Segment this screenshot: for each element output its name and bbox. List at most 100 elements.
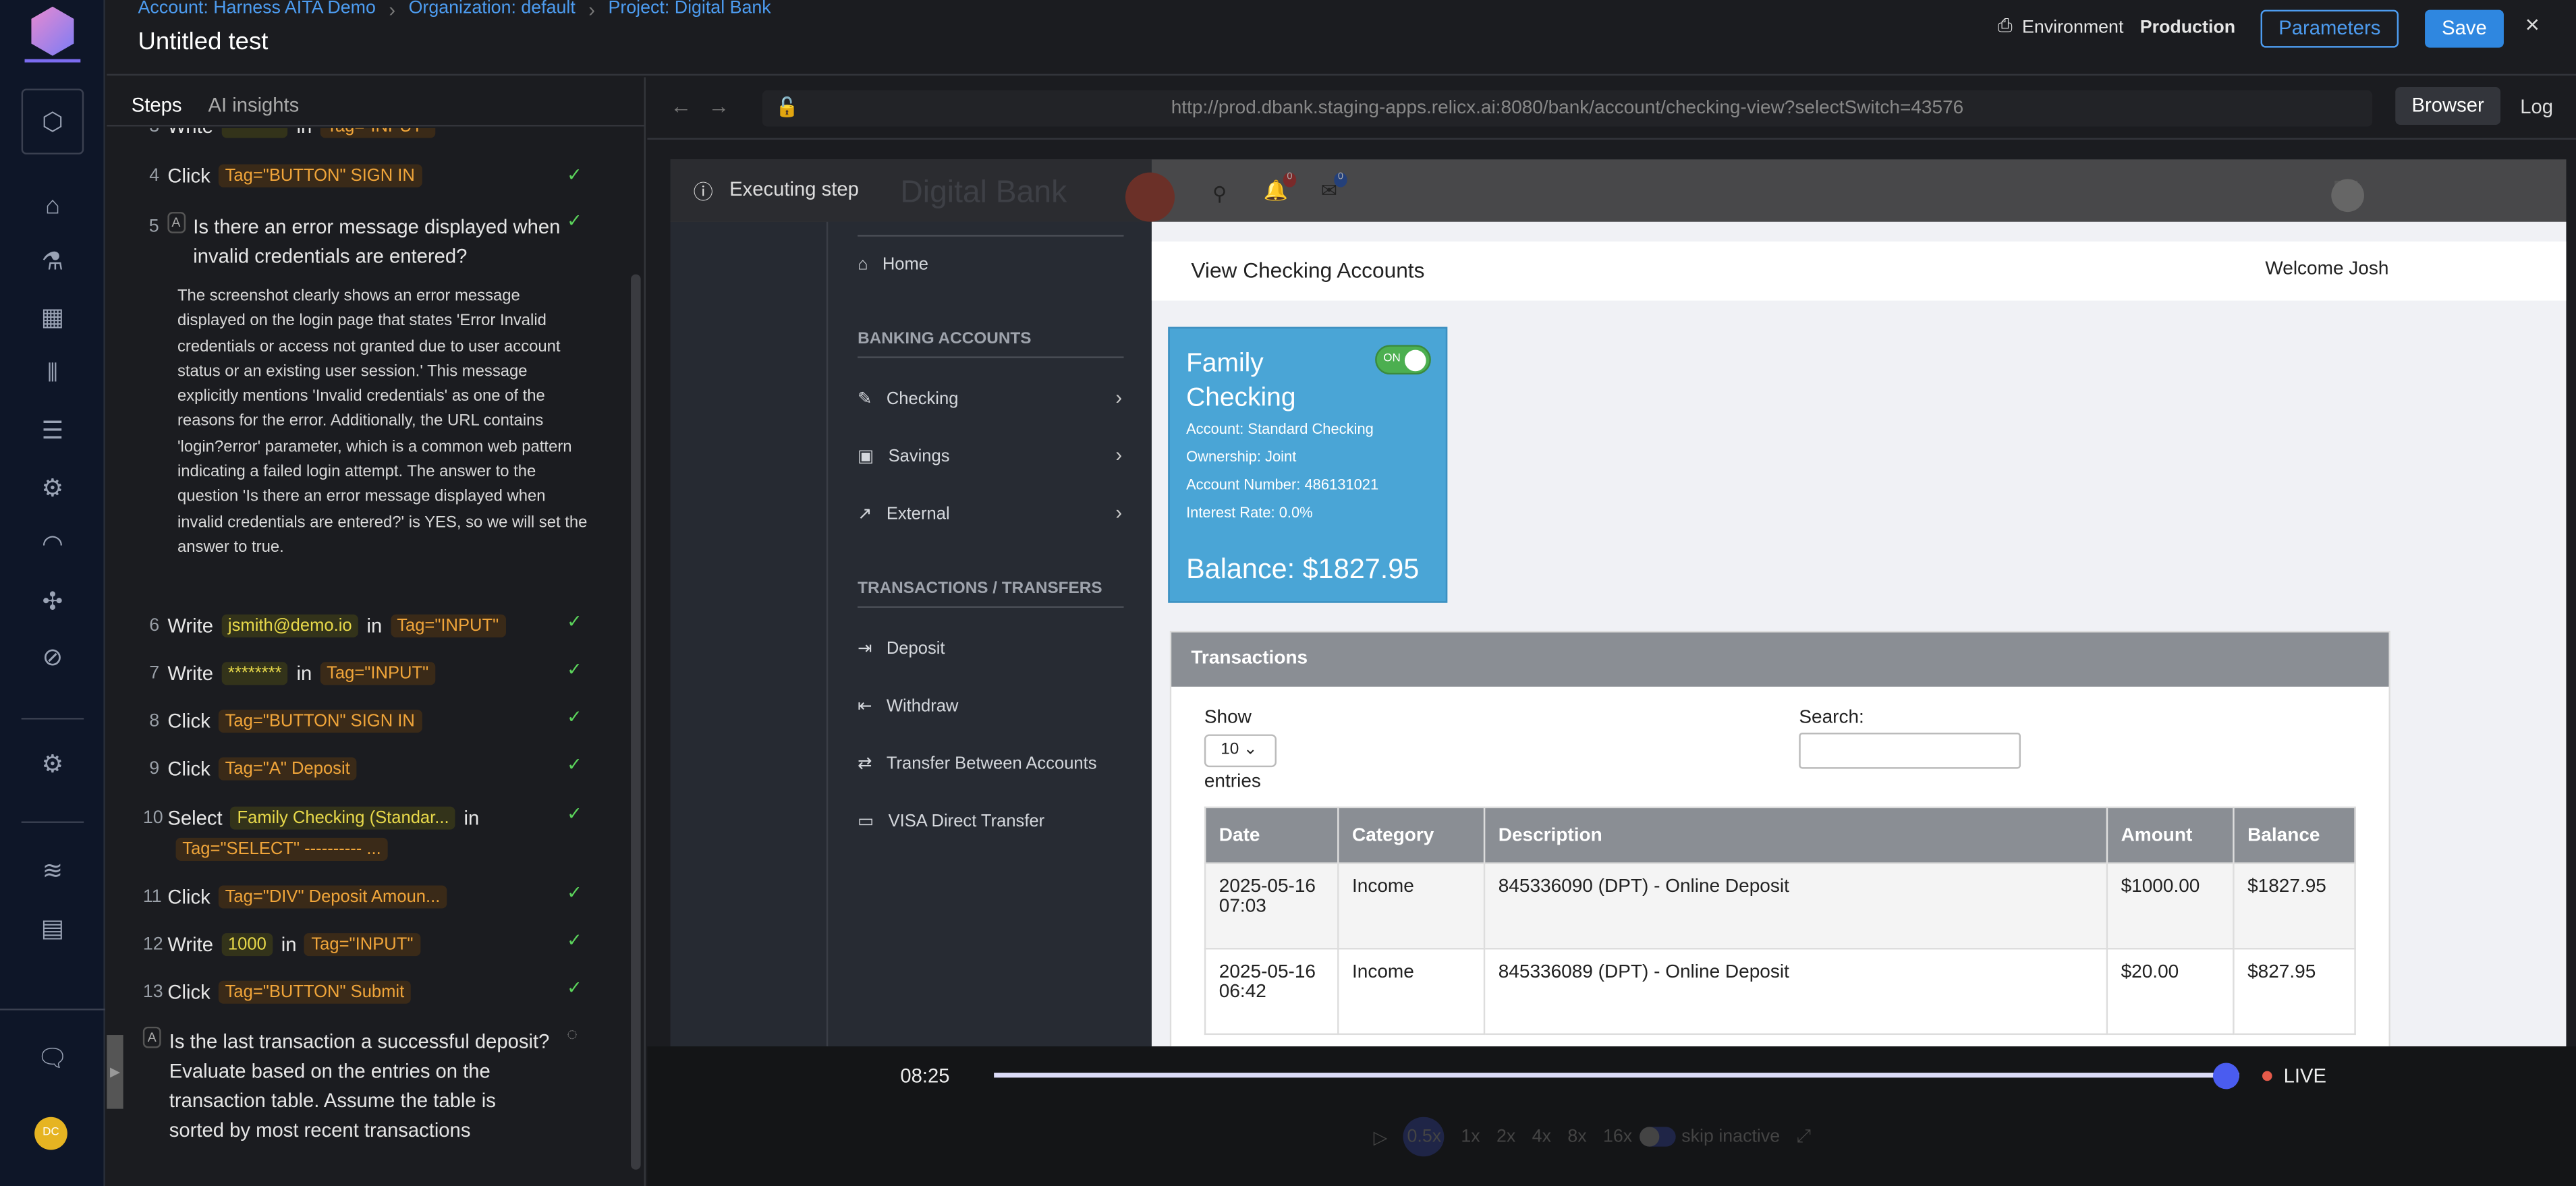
progress-handle[interactable] (2213, 1063, 2240, 1090)
column-category[interactable]: Category (1337, 806, 1486, 864)
fullscreen-icon[interactable]: ⤢ (1796, 1126, 1811, 1146)
check-icon: ✓ (567, 708, 582, 728)
column-date[interactable]: Date (1204, 806, 1339, 864)
speed-16x[interactable]: 16x (1602, 1127, 1633, 1147)
play-icon[interactable]: ▷ (1373, 1127, 1388, 1148)
check-icon: ✓ (567, 805, 582, 825)
column-description[interactable]: Description (1483, 806, 2108, 864)
speed-8x[interactable]: 8x (1567, 1127, 1587, 1147)
nav-visa[interactable]: ▭ VISA Direct Transfer (858, 811, 1045, 832)
cell-description: 845336090 (DPT) - Online Deposit (1483, 862, 2108, 950)
breadcrumb-org[interactable]: Organization: default (408, 0, 576, 18)
step-item[interactable]: 12 Write 1000 in Tag="INPUT" (143, 933, 420, 957)
step-item[interactable]: 6 Write jsmith@demo.io in Tag="INPUT" (143, 614, 505, 638)
nav-external[interactable]: ↗ External (858, 504, 950, 524)
info-icon: ⓘ (693, 180, 713, 204)
breadcrumb: Account: Harness AITA Demo › Organization… (138, 0, 771, 22)
layers-icon[interactable]: ≋ (42, 857, 63, 886)
grid-icon[interactable]: ▦ (40, 304, 65, 332)
scrollbar[interactable] (631, 274, 641, 1170)
link-icon[interactable]: ⊘ (42, 644, 63, 672)
column-balance[interactable]: Balance (2233, 806, 2356, 864)
nav-savings[interactable]: ▣ Savings (858, 447, 950, 467)
speed-1x[interactable]: 1x (1461, 1127, 1480, 1147)
step-item[interactable]: 8 Click Tag="BUTTON" SIGN IN (143, 709, 422, 733)
account-name: Family Checking (1186, 349, 1296, 413)
step-item[interactable]: 11 Click Tag="DIV" Deposit Amoun... (143, 885, 447, 909)
nav-transfer[interactable]: ⇄ Transfer Between Accounts (858, 754, 1097, 774)
home-icon[interactable]: ⌂ (45, 192, 60, 221)
search-label: Search: (1799, 708, 1864, 728)
speed-0.5x[interactable]: 0.5x (1403, 1117, 1445, 1157)
tab-browser[interactable]: Browser (2395, 87, 2501, 125)
nav-checking[interactable]: ✎ Checking (858, 389, 959, 410)
bank-page-title: View Checking Accounts (1191, 258, 1425, 283)
nav-home[interactable]: ⌂ Home (858, 254, 929, 275)
skip-inactive-toggle[interactable] (1638, 1127, 1675, 1147)
speed-4x[interactable]: 4x (1532, 1127, 1551, 1147)
search-input[interactable] (1799, 733, 2021, 769)
welcome-text: Welcome Josh (2265, 259, 2389, 279)
step-item[interactable]: 9 Click Tag="A" Deposit (143, 757, 357, 781)
radar-icon[interactable]: ◠ (41, 530, 63, 559)
breadcrumb-project[interactable]: Project: Digital Bank (608, 0, 771, 18)
column-amount[interactable]: Amount (2106, 806, 2235, 864)
step-item[interactable]: 10 Select Family Checking (Standar... in (142, 806, 480, 830)
notification-badge: 0 (1283, 172, 1297, 188)
save-button[interactable]: Save (2425, 9, 2504, 48)
step-item[interactable]: 7 Write ******** in Tag="INPUT" (143, 662, 435, 685)
gear-icon[interactable]: ⚙ (41, 474, 64, 503)
avatar[interactable]: DC (34, 1117, 67, 1150)
forward-button[interactable]: → (708, 93, 730, 119)
flask-icon[interactable]: ⚗ (41, 248, 64, 277)
url-bar[interactable]: 🔓 http://prod.dbank.staging-apps.relicx.a… (762, 90, 2373, 127)
cell-category: Income (1337, 862, 1486, 950)
bank-main: View Checking Accounts Welcome Josh Fami… (1151, 221, 2567, 1047)
live-dot-icon (2262, 1071, 2272, 1081)
module-switch-button[interactable]: ⬡ (21, 88, 84, 154)
harness-logo[interactable] (31, 6, 74, 56)
account-balance: Balance: $1827.95 (1186, 553, 1420, 585)
breadcrumb-account[interactable]: Account: Harness AITA Demo (138, 0, 376, 18)
environment-selector[interactable]: ⎙ Environment Production (1998, 16, 2235, 38)
tab-log[interactable]: Log (2520, 95, 2554, 119)
account-card[interactable]: Family Checking ON Account: Standard Che… (1168, 327, 1448, 603)
list-icon[interactable]: ☰ (41, 417, 64, 445)
entries-label: entries (1204, 772, 1261, 792)
tab-steps[interactable]: Steps (131, 93, 182, 117)
speed-2x[interactable]: 2x (1496, 1127, 1516, 1147)
modules-icon[interactable]: ▤ (40, 915, 65, 943)
account-toggle[interactable]: ON (1375, 345, 1431, 375)
app-sidebar: ⬡ ⌂ ⚗ ▦ ⫴ ☰ ⚙ ◠ ✣ ⊘ ⚙ ≋ ▤ 🗨 DC (0, 0, 105, 1186)
live-label[interactable]: LIVE (2283, 1064, 2326, 1088)
menu-toggle-button[interactable] (1125, 172, 1175, 222)
entries-select[interactable]: 10 ⌄ (1204, 734, 1277, 768)
help-chat-icon[interactable]: 🗨 (36, 1044, 69, 1073)
transactions-table: Date Category Description Amount Balance… (1204, 806, 2356, 1036)
columns-icon[interactable]: ⫴ (47, 360, 58, 388)
integrations-icon[interactable]: ✣ (42, 588, 63, 617)
cell-category: Income (1337, 947, 1486, 1036)
playback-controls: ▷ 0.5x 1x 2x 4x 8x 16x skip inactive ⤢ (1373, 1117, 1811, 1157)
nav-withdraw[interactable]: ⇤ Withdraw (858, 696, 959, 716)
nav-deposit[interactable]: ⇥ Deposit (858, 639, 945, 659)
search-icon[interactable]: ⚲ (1212, 182, 1227, 206)
step-item-assertion[interactable]: A Is the last transaction a successful d… (142, 1026, 578, 1145)
check-icon: ✓ (567, 212, 582, 232)
step-item[interactable]: 13 Click Tag="BUTTON" Submit (143, 980, 411, 1004)
tab-ai-insights[interactable]: AI insights (208, 93, 300, 117)
close-button[interactable]: × (2525, 11, 2540, 40)
interest-rate: Interest Rate: 0.0% (1186, 504, 1313, 521)
settings-icon[interactable]: ⚙ (41, 750, 64, 779)
step-item[interactable]: 4 Click Tag="BUTTON" SIGN IN (143, 164, 422, 188)
collapse-panel-handle[interactable]: ▶ (107, 1035, 123, 1109)
back-button[interactable]: ← (670, 93, 692, 119)
parameters-button[interactable]: Parameters (2260, 9, 2399, 48)
cell-description: 845336089 (DPT) - Online Deposit (1483, 947, 2108, 1036)
progress-track[interactable] (994, 1073, 2239, 1078)
check-icon: ✓ (567, 931, 582, 951)
cell-date: 2025-05-16 06:42 (1204, 947, 1339, 1036)
